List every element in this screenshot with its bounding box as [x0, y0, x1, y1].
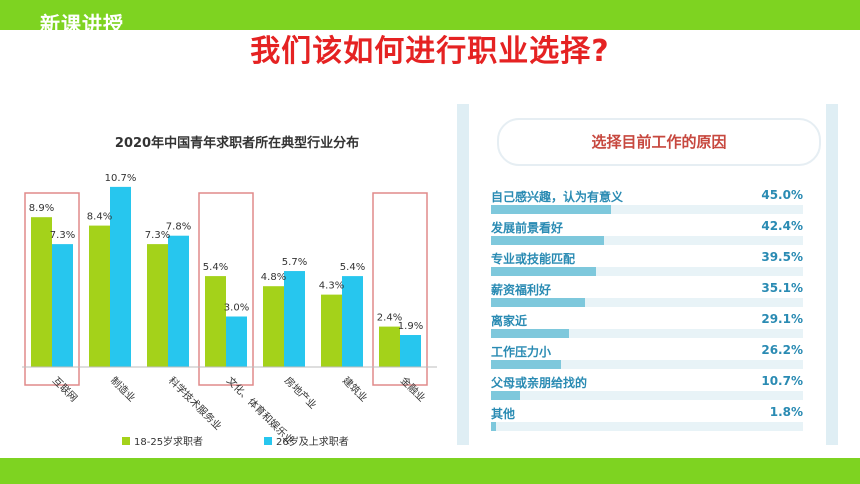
section-tag: 新课讲授: [40, 12, 124, 36]
reason-bar-track: [491, 329, 803, 338]
reason-bar: [491, 236, 605, 245]
reason-bar-track: [491, 422, 803, 431]
reason-value: 26.2%: [761, 343, 803, 357]
bar-26plus: [52, 244, 73, 367]
reason-value: 45.0%: [761, 188, 803, 202]
data-label: 5.4%: [340, 262, 365, 273]
bar-26plus: [226, 316, 247, 367]
reason-bar: [491, 422, 496, 431]
bar-26plus: [110, 186, 131, 367]
reason-label: 发展前景看好: [491, 221, 564, 235]
bar-18-25: [379, 326, 400, 367]
reason-value: 29.1%: [761, 312, 803, 326]
reason-value: 35.1%: [761, 281, 803, 295]
reason-bar-track: [491, 236, 803, 245]
bar-26plus: [400, 335, 421, 367]
reason-value: 10.7%: [761, 374, 803, 388]
legend-label: 26岁及上求职者: [276, 435, 349, 448]
reason-bar: [491, 205, 611, 214]
bar-18-25: [31, 217, 52, 367]
reason-bar: [491, 298, 585, 307]
category-tick-label: 房地产业: [282, 374, 319, 411]
industry-chart-panel: 2020年中国青年求职者所在典型行业分布 8.9% 7.3% 8.4% 10.7% 7.…: [12, 105, 442, 457]
reason-bar-track: [491, 205, 803, 214]
reason-bar-track: [491, 360, 803, 369]
data-label: 7.3%: [145, 230, 170, 241]
highlight-box: [198, 192, 254, 386]
data-label: 5.4%: [203, 262, 228, 273]
reason-bar: [491, 391, 520, 400]
reasons-title: 选择目前工作的原因: [591, 133, 727, 151]
category-tick-label: 建筑业: [340, 374, 370, 404]
reason-bar: [491, 360, 561, 369]
legend-swatch: [264, 437, 272, 445]
highlight-box: [24, 192, 80, 386]
data-label: 10.7%: [105, 173, 137, 184]
reason-bar-track: [491, 267, 803, 276]
reason-label: 父母或亲朋给找的: [491, 376, 588, 390]
data-label: 4.3%: [319, 281, 344, 292]
reasons-panel: 选择目前工作的原因 自己感兴趣，认为有意义 45.0% 发展前景看好 42.4% 专业或…: [457, 104, 838, 445]
reasons-title-pill: 选择目前工作的原因: [497, 118, 821, 166]
reason-bar-track: [491, 391, 803, 400]
data-label: 2.4%: [377, 313, 402, 324]
reason-label: 工作压力小: [491, 345, 552, 359]
data-label: 8.4%: [87, 212, 112, 223]
reasons-card: 选择目前工作的原因 自己感兴趣，认为有意义 45.0% 发展前景看好 42.4% 专业或…: [469, 104, 826, 445]
category-tick-label: 科学技术服务业: [166, 374, 225, 433]
data-label: 7.8%: [166, 222, 191, 233]
reason-value: 42.4%: [761, 219, 803, 233]
bottom-banner: [0, 458, 860, 484]
reason-label: 薪资福利好: [491, 283, 552, 297]
bar-18-25: [89, 225, 110, 367]
reason-bar: [491, 329, 569, 338]
bar-18-25: [263, 286, 284, 367]
legend-label: 18-25岁求职者: [134, 435, 203, 448]
bar-18-25: [147, 244, 168, 367]
data-label: 4.8%: [261, 272, 286, 283]
category-tick-label: 金融业: [398, 374, 428, 404]
data-label: 3.0%: [224, 303, 249, 314]
reason-label: 专业或技能匹配: [491, 252, 576, 266]
bar-18-25: [205, 276, 226, 367]
data-label: 8.9%: [29, 203, 54, 214]
reason-label: 其他: [491, 407, 516, 421]
bar-18-25: [321, 294, 342, 367]
category-tick-label: 互联网: [50, 375, 80, 405]
reason-value: 1.8%: [769, 405, 803, 419]
top-banner: [0, 0, 860, 30]
bar-26plus: [284, 271, 305, 367]
category-tick-label: 制造业: [108, 374, 138, 404]
chart-title: 2020年中国青年求职者所在典型行业分布: [115, 135, 359, 151]
page-title: 我们该如何进行职业选择?: [250, 34, 610, 69]
bar-26plus: [342, 276, 363, 367]
data-label: 1.9%: [398, 321, 423, 332]
bar-26plus: [168, 235, 189, 367]
data-label: 5.7%: [282, 257, 307, 268]
reason-bar: [491, 267, 597, 276]
highlight-box: [372, 192, 428, 386]
reason-bar-track: [491, 298, 803, 307]
data-label: 7.3%: [50, 230, 75, 241]
reason-label: 自己感兴趣，认为有意义: [491, 190, 624, 204]
industry-distribution-chart: 2020年中国青年求职者所在典型行业分布 8.9% 7.3% 8.4% 10.7% 7.…: [22, 135, 437, 448]
reason-value: 39.5%: [761, 250, 803, 264]
reason-label: 离家近: [491, 314, 528, 328]
legend-swatch: [122, 437, 130, 445]
